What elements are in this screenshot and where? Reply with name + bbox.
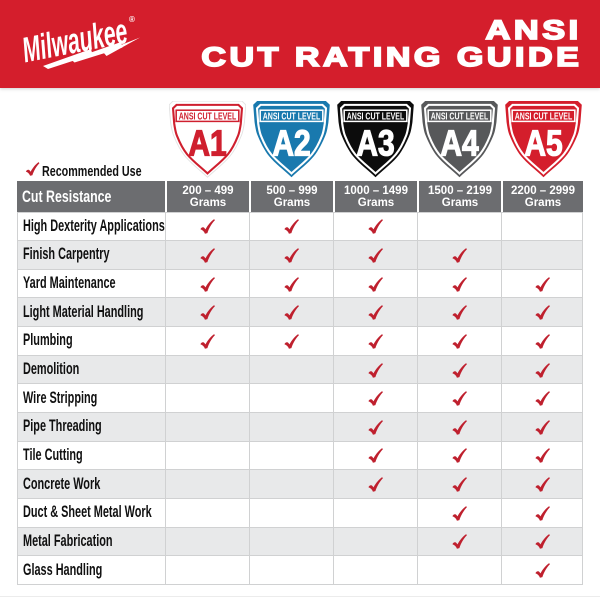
svg-text:ANSI CUT LEVEL: ANSI CUT LEVEL [347,112,404,123]
svg-text:®: ® [129,15,135,24]
svg-text:A5: A5 [524,124,562,164]
svg-text:A4: A4 [440,124,479,164]
svg-text:ANSI CUT LEVEL: ANSI CUT LEVEL [431,112,488,123]
svg-text:ANSI CUT LEVEL: ANSI CUT LEVEL [179,112,236,123]
svg-text:A1: A1 [188,124,226,164]
svg-text:A3: A3 [356,124,394,164]
svg-text:A2: A2 [272,124,310,164]
svg-text:ANSI CUT LEVEL: ANSI CUT LEVEL [515,112,572,123]
svg-text:ANSI CUT LEVEL: ANSI CUT LEVEL [263,112,320,123]
